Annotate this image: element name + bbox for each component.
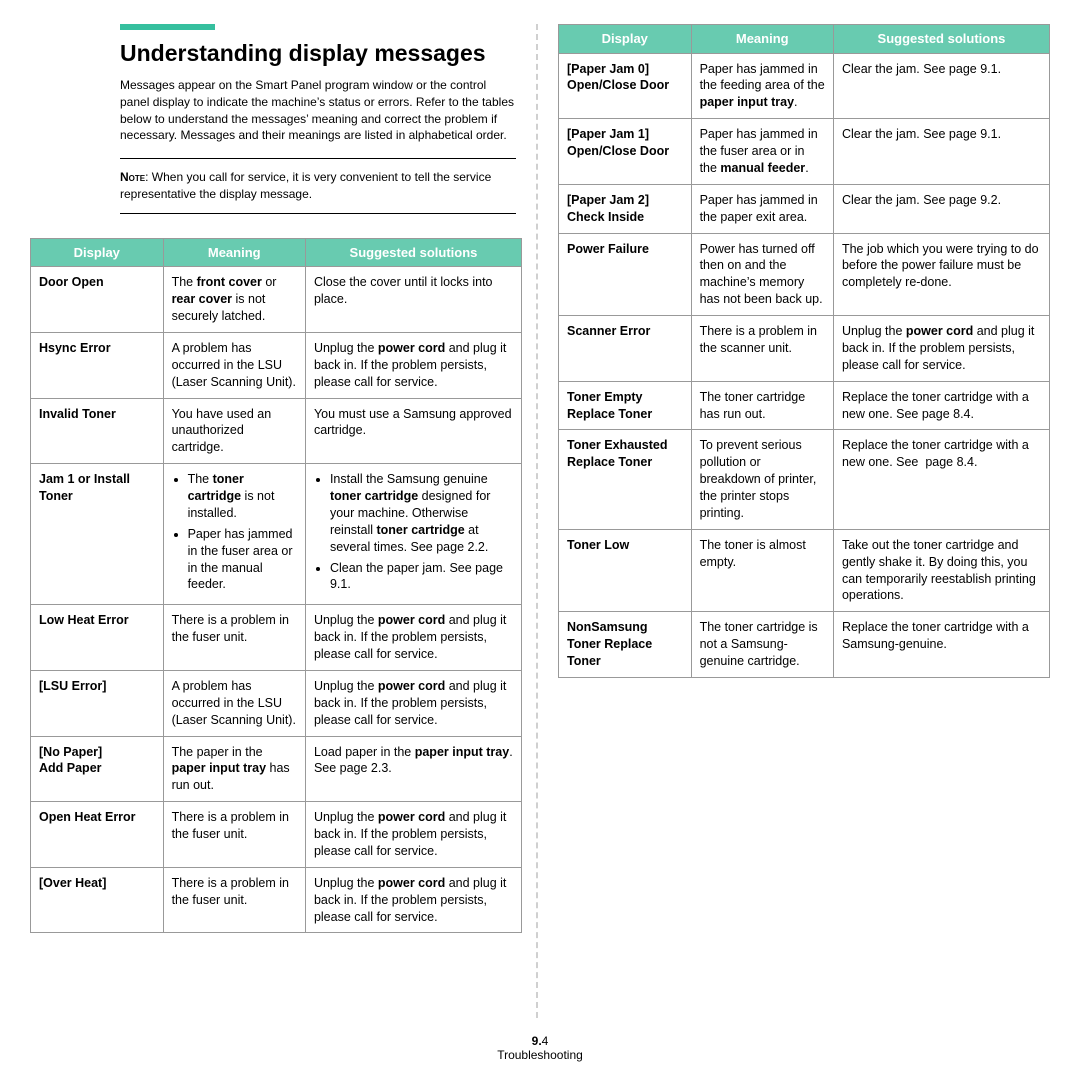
note-block: Note: When you call for service, it is v… xyxy=(120,158,516,214)
th-meaning: Meaning xyxy=(163,238,305,267)
accent-bar xyxy=(120,24,215,30)
table-row: Toner LowThe toner is almost empty.Take … xyxy=(559,529,1050,612)
table-row: Door OpenThe front cover or rear cover i… xyxy=(31,267,522,333)
cell-meaning: The toner cartridge is not a Samsung-gen… xyxy=(691,612,833,678)
cell-solutions: Unplug the power cord and plug it back i… xyxy=(305,867,521,933)
cell-meaning: A problem has occurred in the LSU (Laser… xyxy=(163,670,305,736)
cell-solutions: Replace the toner cartridge with a new o… xyxy=(833,381,1049,430)
table-row: [Paper Jam 1]Open/Close DoorPaper has ja… xyxy=(559,119,1050,185)
cell-display: Jam 1 or Install Toner xyxy=(31,464,164,605)
page-number: 4 xyxy=(542,1034,549,1048)
cell-meaning: Paper has jammed in the feeding area of … xyxy=(691,53,833,119)
messages-table-left: Display Meaning Suggested solutions Door… xyxy=(30,238,522,934)
page-chapter: 9. xyxy=(532,1034,542,1048)
cell-solutions: Replace the toner cartridge with a Samsu… xyxy=(833,612,1049,678)
cell-display: [LSU Error] xyxy=(31,670,164,736)
cell-display: Scanner Error xyxy=(559,316,692,382)
messages-table-right: Display Meaning Suggested solutions [Pap… xyxy=(558,24,1050,678)
table-row: [LSU Error]A problem has occurred in the… xyxy=(31,670,522,736)
table-row: Jam 1 or Install TonerThe toner cartridg… xyxy=(31,464,522,605)
cell-meaning: Power has turned off then on and the mac… xyxy=(691,233,833,316)
cell-meaning: The toner is almost empty. xyxy=(691,529,833,612)
cell-display: Low Heat Error xyxy=(31,605,164,671)
table-row: Hsync ErrorA problem has occurred in the… xyxy=(31,332,522,398)
cell-display: Hsync Error xyxy=(31,332,164,398)
cell-meaning: There is a problem in the fuser unit. xyxy=(163,802,305,868)
cell-display: [Paper Jam 1]Open/Close Door xyxy=(559,119,692,185)
cell-display: [Paper Jam 2]Check Inside xyxy=(559,184,692,233)
cell-solutions: Unplug the power cord and plug it back i… xyxy=(833,316,1049,382)
table-row: Invalid TonerYou have used an unauthoriz… xyxy=(31,398,522,464)
th-solutions: Suggested solutions xyxy=(833,25,1049,54)
cell-display: [No Paper]Add Paper xyxy=(31,736,164,802)
cell-meaning: The front cover or rear cover is not sec… xyxy=(163,267,305,333)
cell-meaning: There is a problem in the scanner unit. xyxy=(691,316,833,382)
cell-solutions: Take out the toner cartridge and gently … xyxy=(833,529,1049,612)
note-label: Note xyxy=(120,170,145,184)
cell-display: Door Open xyxy=(31,267,164,333)
table-row: [Paper Jam 0]Open/Close DoorPaper has ja… xyxy=(559,53,1050,119)
cell-display: Invalid Toner xyxy=(31,398,164,464)
th-display: Display xyxy=(31,238,164,267)
table-row: [Paper Jam 2]Check InsidePaper has jamme… xyxy=(559,184,1050,233)
cell-solutions: Clear the jam. See page 9.1. xyxy=(833,53,1049,119)
th-display: Display xyxy=(559,25,692,54)
cell-meaning: There is a problem in the fuser unit. xyxy=(163,867,305,933)
cell-meaning: You have used an unauthorized cartridge. xyxy=(163,398,305,464)
th-solutions: Suggested solutions xyxy=(305,238,521,267)
cell-solutions: Unplug the power cord and plug it back i… xyxy=(305,670,521,736)
table-row: Low Heat ErrorThere is a problem in the … xyxy=(31,605,522,671)
cell-solutions: Replace the toner cartridge with a new o… xyxy=(833,430,1049,529)
cell-solutions: Unplug the power cord and plug it back i… xyxy=(305,332,521,398)
intro-text: Messages appear on the Smart Panel progr… xyxy=(120,77,516,144)
cell-display: Open Heat Error xyxy=(31,802,164,868)
cell-solutions: Unplug the power cord and plug it back i… xyxy=(305,802,521,868)
cell-solutions: Unplug the power cord and plug it back i… xyxy=(305,605,521,671)
table-row: NonSamsung Toner Replace TonerThe toner … xyxy=(559,612,1050,678)
cell-solutions: Install the Samsung genuine toner cartri… xyxy=(305,464,521,605)
note-text: : When you call for service, it is very … xyxy=(120,170,491,201)
table-row: Open Heat ErrorThere is a problem in the… xyxy=(31,802,522,868)
page-title: Understanding display messages xyxy=(120,40,522,67)
cell-meaning: Paper has jammed in the paper exit area. xyxy=(691,184,833,233)
cell-display: [Paper Jam 0]Open/Close Door xyxy=(559,53,692,119)
cell-solutions: Clear the jam. See page 9.1. xyxy=(833,119,1049,185)
cell-solutions: Close the cover until it locks into plac… xyxy=(305,267,521,333)
cell-display: Power Failure xyxy=(559,233,692,316)
cell-meaning: There is a problem in the fuser unit. xyxy=(163,605,305,671)
cell-display: Toner ExhaustedReplace Toner xyxy=(559,430,692,529)
cell-solutions: Load paper in the paper input tray. See … xyxy=(305,736,521,802)
cell-meaning: The toner cartridge has run out. xyxy=(691,381,833,430)
cell-solutions: You must use a Samsung approved cartridg… xyxy=(305,398,521,464)
table-row: [Over Heat]There is a problem in the fus… xyxy=(31,867,522,933)
table-row: Power FailurePower has turned off then o… xyxy=(559,233,1050,316)
cell-display: Toner Low xyxy=(559,529,692,612)
cell-display: [Over Heat] xyxy=(31,867,164,933)
cell-display: NonSamsung Toner Replace Toner xyxy=(559,612,692,678)
cell-solutions: Clear the jam. See page 9.2. xyxy=(833,184,1049,233)
page-footer: 9.4 Troubleshooting xyxy=(30,1018,1050,1080)
cell-meaning: A problem has occurred in the LSU (Laser… xyxy=(163,332,305,398)
footer-label: Troubleshooting xyxy=(497,1048,583,1062)
table-row: Toner ExhaustedReplace TonerTo prevent s… xyxy=(559,430,1050,529)
th-meaning: Meaning xyxy=(691,25,833,54)
cell-meaning: The paper in the paper input tray has ru… xyxy=(163,736,305,802)
cell-solutions: The job which you were trying to do befo… xyxy=(833,233,1049,316)
cell-meaning: Paper has jammed in the fuser area or in… xyxy=(691,119,833,185)
cell-display: Toner EmptyReplace Toner xyxy=(559,381,692,430)
cell-meaning: To prevent serious pollution or breakdow… xyxy=(691,430,833,529)
table-row: Toner EmptyReplace TonerThe toner cartri… xyxy=(559,381,1050,430)
table-row: Scanner ErrorThere is a problem in the s… xyxy=(559,316,1050,382)
cell-meaning: The toner cartridge is not installed.Pap… xyxy=(163,464,305,605)
table-row: [No Paper]Add PaperThe paper in the pape… xyxy=(31,736,522,802)
